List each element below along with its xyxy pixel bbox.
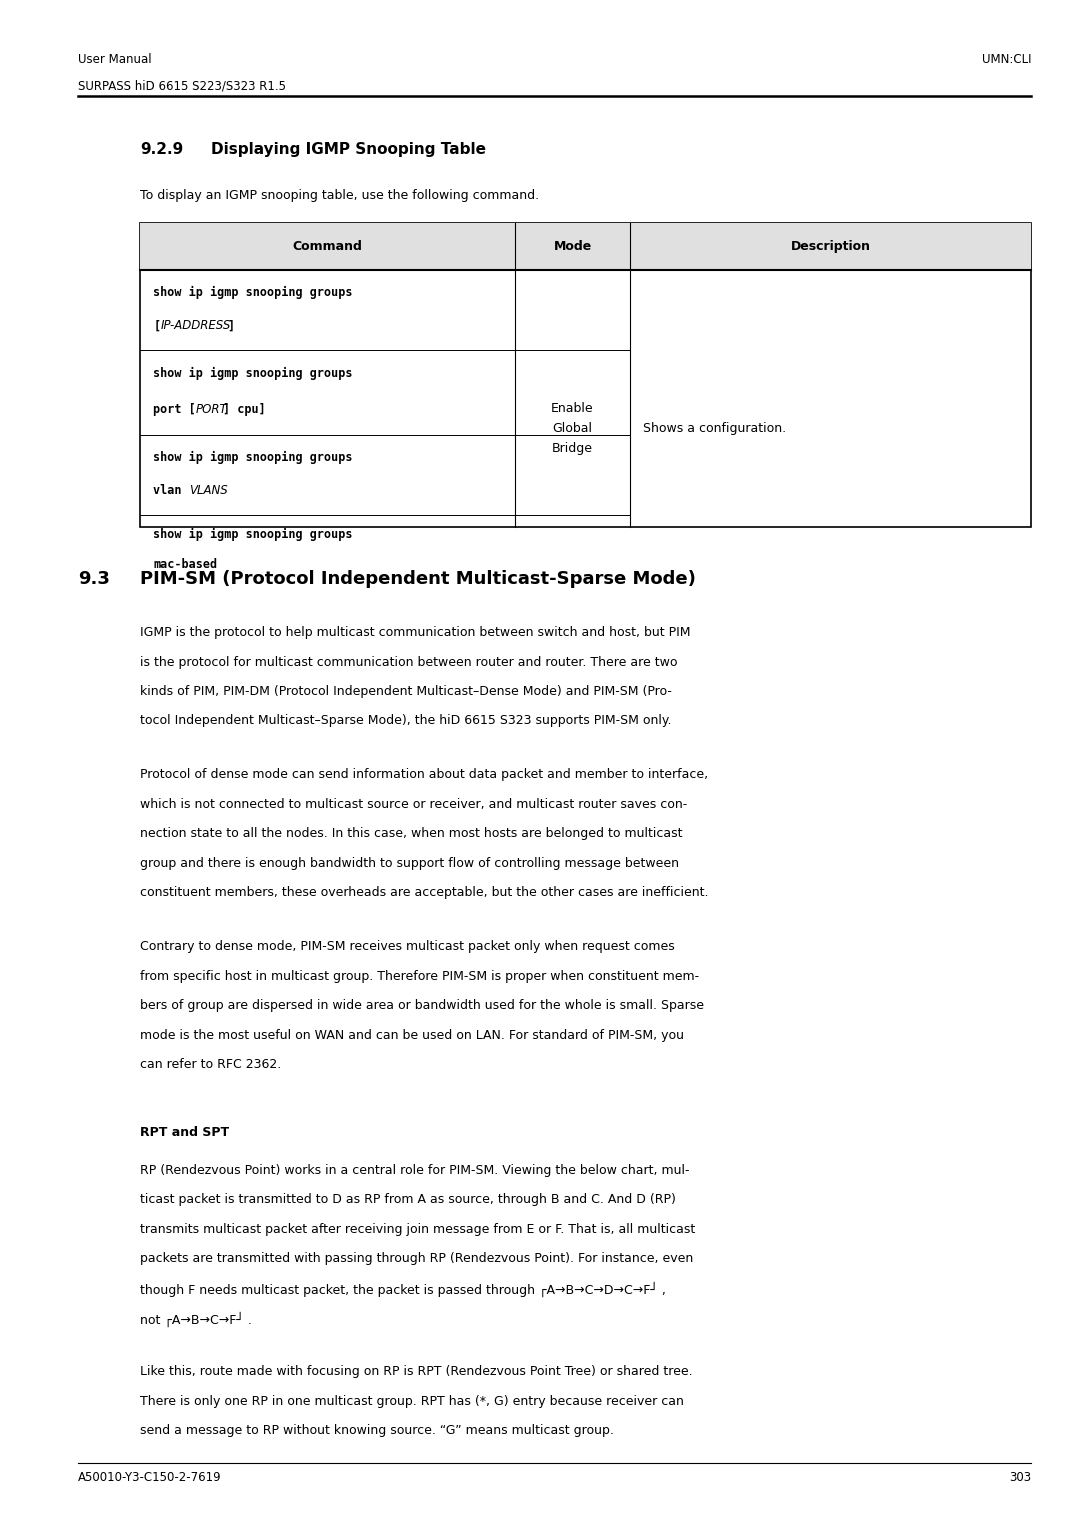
Bar [140,223,1031,527]
Text: transmits multicast packet after receiving join message from E or F. That is, al: transmits multicast packet after receivi… [140,1223,696,1235]
Text: can refer to RFC 2362.: can refer to RFC 2362. [140,1058,282,1070]
Text: Command: Command [293,240,363,253]
Text: tocol Independent Multicast–Sparse Mode), the hiD 6615 S323 supports PIM-SM only: tocol Independent Multicast–Sparse Mode)… [140,715,672,727]
Text: There is only one RP in one multicast group. RPT has (*, G) entry because receiv: There is only one RP in one multicast gr… [140,1394,685,1408]
Text: port [: port [ [153,403,197,415]
Text: Enable
Global
Bridge: Enable Global Bridge [551,402,594,455]
Text: Shows a configuration.: Shows a configuration. [644,421,786,435]
Text: Description: Description [791,240,870,253]
Text: Contrary to dense mode, PIM-SM receives multicast packet only when request comes: Contrary to dense mode, PIM-SM receives … [140,941,675,953]
Text: 9.3: 9.3 [78,570,110,588]
Text: ]: ] [227,319,234,333]
Text: though F needs multicast packet, the packet is passed through ┌A→B→C→D→C→F┘ ,: though F needs multicast packet, the pac… [140,1281,666,1298]
Text: is the protocol for multicast communication between router and router. There are: is the protocol for multicast communicat… [140,655,678,669]
Text: 303: 303 [1010,1471,1031,1484]
Text: show ip igmp snooping groups: show ip igmp snooping groups [153,366,353,380]
Text: RP (Rendezvous Point) works in a central role for PIM-SM. Viewing the below char: RP (Rendezvous Point) works in a central… [140,1164,690,1177]
Text: send a message to RP without knowing source. “G” means multicast group.: send a message to RP without knowing sou… [140,1425,615,1437]
Text: group and there is enough bandwidth to support flow of controlling message betwe: group and there is enough bandwidth to s… [140,857,679,870]
Text: IP-ADDRESS: IP-ADDRESS [161,319,231,333]
Text: mode is the most useful on WAN and can be used on LAN. For standard of PIM-SM, y: mode is the most useful on WAN and can b… [140,1029,685,1041]
Text: PIM-SM (Protocol Independent Multicast-Sparse Mode): PIM-SM (Protocol Independent Multicast-S… [140,570,697,588]
Text: 9.2.9: 9.2.9 [140,142,184,157]
Text: [: [ [153,319,161,333]
Text: Displaying IGMP Snooping Table: Displaying IGMP Snooping Table [211,142,486,157]
Text: packets are transmitted with passing through RP (Rendezvous Point). For instance: packets are transmitted with passing thr… [140,1252,693,1266]
Text: vlan: vlan [153,484,189,498]
Text: To display an IGMP snooping table, use the following command.: To display an IGMP snooping table, use t… [140,189,540,203]
Text: Protocol of dense mode can send information about data packet and member to inte: Protocol of dense mode can send informat… [140,768,708,782]
Text: ] cpu]: ] cpu] [222,403,266,415]
Text: PORT: PORT [195,403,228,415]
Text: Mode: Mode [553,240,592,253]
Bar [140,223,1031,270]
Text: show ip igmp snooping groups: show ip igmp snooping groups [153,528,353,541]
Text: mac-based: mac-based [153,559,217,571]
Text: VLANS: VLANS [189,484,228,498]
Text: Like this, route made with focusing on RP is RPT (Rendezvous Point Tree) or shar: Like this, route made with focusing on R… [140,1365,693,1379]
Text: from specific host in multicast group. Therefore PIM-SM is proper when constitue: from specific host in multicast group. T… [140,970,700,983]
Text: SURPASS hiD 6615 S223/S323 R1.5: SURPASS hiD 6615 S223/S323 R1.5 [78,79,286,93]
Text: kinds of PIM, PIM-DM (Protocol Independent Multicast–Dense Mode) and PIM-SM (Pro: kinds of PIM, PIM-DM (Protocol Independe… [140,686,672,698]
Text: show ip igmp snooping groups: show ip igmp snooping groups [153,286,353,299]
Text: not ┌A→B→C→F┘ .: not ┌A→B→C→F┘ . [140,1312,253,1327]
Text: IGMP is the protocol to help multicast communication between switch and host, bu: IGMP is the protocol to help multicast c… [140,626,691,640]
Text: nection state to all the nodes. In this case, when most hosts are belonged to mu: nection state to all the nodes. In this … [140,828,683,840]
Text: A50010-Y3-C150-2-7619: A50010-Y3-C150-2-7619 [78,1471,221,1484]
Text: which is not connected to multicast source or receiver, and multicast router sav: which is not connected to multicast sour… [140,797,688,811]
Text: bers of group are dispersed in wide area or bandwidth used for the whole is smal: bers of group are dispersed in wide area… [140,999,704,1012]
Text: UMN:CLI: UMN:CLI [982,53,1031,67]
Text: constituent members, these overheads are acceptable, but the other cases are ine: constituent members, these overheads are… [140,886,708,899]
Text: RPT and SPT: RPT and SPT [140,1125,230,1139]
Text: ticast packet is transmitted to D as RP from A as source, through B and C. And D: ticast packet is transmitted to D as RP … [140,1194,676,1206]
Text: User Manual: User Manual [78,53,151,67]
Text: show ip igmp snooping groups: show ip igmp snooping groups [153,450,353,464]
